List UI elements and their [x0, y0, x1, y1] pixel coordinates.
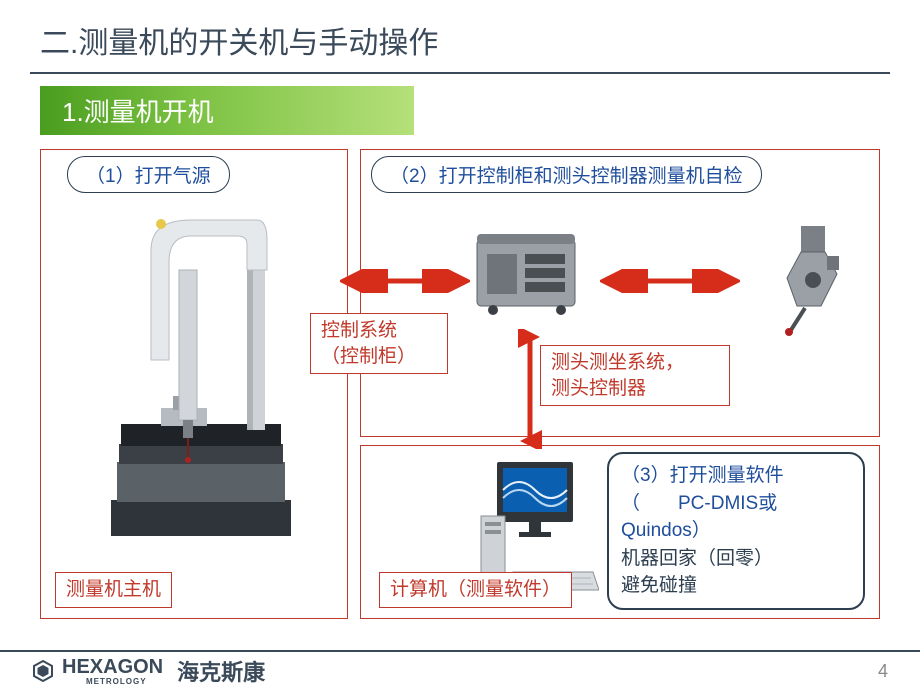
arrow-controller-probe [600, 269, 740, 293]
step3-chip: （3）打开测量软件 （ PC-DMIS或Quindos） 机器回家（回零） 避免… [607, 452, 865, 610]
page-number: 4 [878, 661, 888, 682]
label-control-l2: （控制柜） [321, 346, 416, 367]
panel-step3: （3）打开测量软件 （ PC-DMIS或Quindos） 机器回家（回零） 避免… [360, 445, 880, 619]
hexagon-icon [32, 660, 54, 682]
step3-line3: 机器回家（回零） [621, 545, 851, 573]
label-computer: 计算机（测量软件） [379, 572, 572, 608]
cmm-machine-illustration [91, 210, 311, 560]
step3-line1: （3）打开测量软件 [621, 462, 851, 490]
label-probe-system: 测头测坐系统， 测头控制器 [540, 345, 730, 406]
brand-logo: HEXAGON METROLOGY 海克斯康 [32, 655, 265, 687]
arrow-host-controller [340, 269, 470, 293]
brand-en: HEXAGON [62, 656, 163, 678]
panel-step1: （1）打开气源 [40, 149, 348, 619]
label-control-l1: 控制系统 [321, 320, 397, 341]
label-probe-l1: 测头测坐系统， [551, 352, 684, 373]
title-underline [30, 72, 890, 74]
footer: HEXAGON METROLOGY 海克斯康 4 [0, 650, 920, 690]
label-control-system: 控制系统 （控制柜） [310, 313, 448, 374]
page-title: 二.测量机的开关机与手动操作 [0, 0, 920, 72]
content-area: （1）打开气源 [40, 143, 880, 623]
step3-line4: 避免碰撞 [621, 572, 851, 600]
brand-sub: METROLOGY [86, 677, 163, 686]
section-subtitle: 1.测量机开机 [40, 86, 414, 135]
probe-head-illustration [741, 220, 861, 340]
brand-cn: 海克斯康 [177, 655, 265, 687]
step1-chip: （1）打开气源 [67, 156, 230, 193]
step3-line2: （ PC-DMIS或Quindos） [621, 490, 851, 545]
label-probe-l2: 测头控制器 [551, 378, 646, 399]
label-host: 测量机主机 [55, 572, 172, 608]
arrow-controller-computer [518, 329, 542, 449]
step2-chip: （2）打开控制柜和测头控制器测量机自检 [371, 156, 762, 193]
controller-illustration [471, 220, 581, 320]
